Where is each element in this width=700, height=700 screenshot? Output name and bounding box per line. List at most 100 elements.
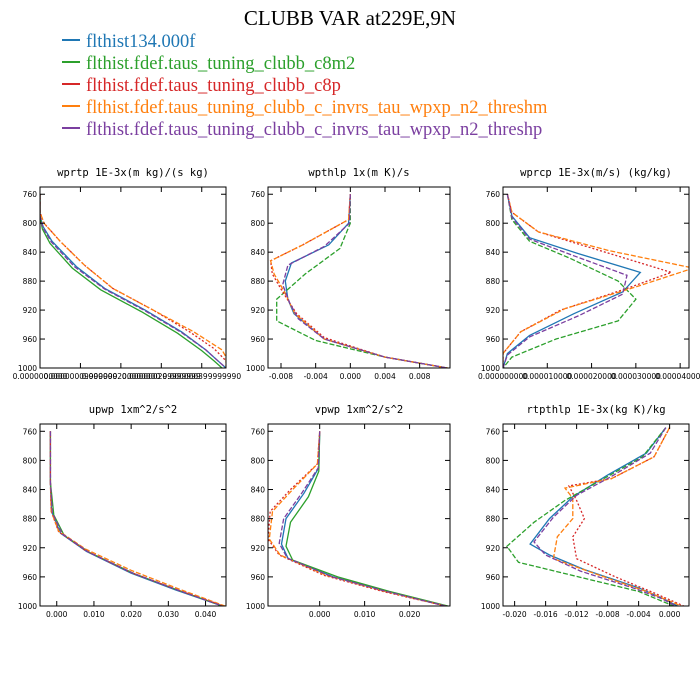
chart-title: CLUBB VAR at229E,9N	[243, 6, 457, 30]
series-line	[503, 194, 674, 368]
y-tick-label: 1000	[246, 602, 265, 611]
series-line	[40, 194, 226, 368]
series-line	[269, 194, 448, 368]
x-tick-label: 0.000010000	[522, 372, 572, 381]
y-tick-label: 960	[486, 573, 501, 582]
plot-frame	[39, 423, 227, 607]
series-line	[280, 431, 446, 606]
y-tick-label: 960	[23, 335, 38, 344]
y-tick-label: 1000	[481, 602, 500, 611]
series-line	[533, 427, 677, 606]
y-tick-label: 880	[251, 277, 266, 286]
y-tick-label: 760	[23, 190, 38, 199]
x-tick-label: -0.020	[503, 610, 527, 619]
panel-title: wprtp 1E-3x(m kg)/(s kg)	[57, 167, 209, 179]
series-line	[529, 427, 678, 606]
y-tick-label: 760	[251, 190, 266, 199]
x-tick-label: -0.016	[534, 610, 558, 619]
panel-title: rtpthlp 1E-3x(kg K)/kg	[526, 404, 665, 416]
legend: flthist134.000f flthist.fdef.taus_tuning…	[62, 31, 547, 141]
y-tick-label: 800	[251, 456, 266, 465]
series-line	[40, 194, 226, 368]
x-tick-label: 0.010	[354, 610, 376, 619]
x-tick-label: -0.012	[565, 610, 589, 619]
legend-label: flthist.fdef.taus_tuning_clubb_c8m2	[86, 54, 356, 74]
y-tick-label: 840	[251, 248, 266, 257]
series-line	[49, 431, 223, 606]
x-tick-label: -0.008	[596, 610, 620, 619]
series-line	[49, 431, 226, 606]
series-line	[282, 194, 448, 368]
y-tick-label: 920	[23, 544, 38, 553]
x-tick-label: 0.020	[399, 610, 421, 619]
panel: rtpthlp 1E-3x(kg K)/kg 760 800 840 880 920 960…	[481, 404, 690, 619]
panel: wpthlp 1x(m K)/s 760 800 840 880 920 960 1000 -0…	[246, 167, 451, 381]
series-line	[276, 194, 448, 368]
y-tick-label: 800	[486, 456, 501, 465]
y-tick-label: 800	[251, 219, 266, 228]
y-tick-label: 920	[486, 306, 501, 315]
x-tick-label: 0.0000000000	[13, 372, 68, 381]
panel: wprcp 1E-3x(m/s) (kg/kg) 760 800 840 880 920 9…	[478, 167, 700, 381]
y-tick-label: 840	[486, 248, 501, 257]
series-line	[49, 431, 223, 606]
y-tick-label: 840	[23, 248, 38, 257]
y-tick-label: 880	[251, 515, 266, 524]
series-line	[285, 431, 448, 606]
series-line	[40, 194, 226, 368]
y-tick-label: 840	[23, 486, 38, 495]
series-line	[269, 194, 448, 368]
panel: wprtp 1E-3x(m kg)/(s kg) 760 800 840 880 920 9…	[13, 167, 242, 381]
series-line	[49, 431, 223, 606]
x-tick-label: 0.000	[659, 610, 681, 619]
series-line	[278, 431, 446, 606]
legend-item: flthist.fdef.taus_tuning_clubb_c8m2	[62, 53, 547, 75]
x-tick-label: 0.030	[158, 610, 180, 619]
x-tick-label: 0.000000299999999	[122, 372, 201, 381]
y-tick-label: 760	[486, 190, 501, 199]
y-tick-label: 920	[251, 306, 266, 315]
x-tick-label: 0.000000200000000	[82, 372, 161, 381]
x-tick-label: -0.004	[304, 372, 328, 381]
panel-title: upwp 1xm^2/s^2	[89, 404, 178, 416]
series-line	[40, 194, 226, 363]
panel-title: vpwp 1xm^2/s^2	[315, 404, 404, 416]
plot-frame	[39, 186, 227, 369]
y-tick-label: 960	[251, 335, 266, 344]
x-tick-label: 0.020	[120, 610, 142, 619]
legend-item: flthist.fdef.taus_tuning_clubb_c_invrs_t…	[62, 97, 547, 119]
y-tick-label: 920	[486, 544, 501, 553]
legend-swatch	[62, 105, 80, 107]
y-tick-label: 1000	[246, 364, 265, 373]
legend-swatch	[62, 127, 80, 129]
y-tick-label: 960	[486, 335, 501, 344]
legend-item: flthist.fdef.taus_tuning_clubb_c8p	[62, 75, 547, 97]
series-line	[49, 431, 225, 606]
x-tick-label: 0.004	[374, 372, 396, 381]
legend-swatch	[62, 39, 80, 41]
x-tick-label: 0.000000399999990	[162, 372, 241, 381]
plot-frame	[502, 186, 690, 369]
legend-label: flthist134.000f	[86, 32, 196, 52]
series-line	[503, 194, 689, 368]
x-tick-label: 0.000	[46, 610, 68, 619]
plot-frame	[502, 423, 690, 607]
y-tick-label: 920	[251, 544, 266, 553]
x-tick-label: 0.000040000	[655, 372, 700, 381]
plot-frame	[267, 186, 451, 369]
series-line	[268, 431, 446, 606]
y-tick-label: 880	[486, 277, 501, 286]
legend-swatch	[62, 83, 80, 85]
x-tick-label: 0.000	[309, 610, 331, 619]
y-tick-label: 960	[251, 573, 266, 582]
legend-label: flthist.fdef.taus_tuning_clubb_c_invrs_t…	[86, 120, 543, 140]
series-line	[503, 194, 642, 368]
x-tick-label: 0.000030000	[611, 372, 661, 381]
y-tick-label: 760	[23, 427, 38, 436]
y-tick-label: 840	[251, 486, 266, 495]
series-line	[503, 194, 628, 368]
x-tick-label: 0.000020000	[567, 372, 617, 381]
y-tick-label: 960	[23, 573, 38, 582]
y-tick-label: 840	[486, 486, 501, 495]
x-tick-label: -0.004	[627, 610, 651, 619]
